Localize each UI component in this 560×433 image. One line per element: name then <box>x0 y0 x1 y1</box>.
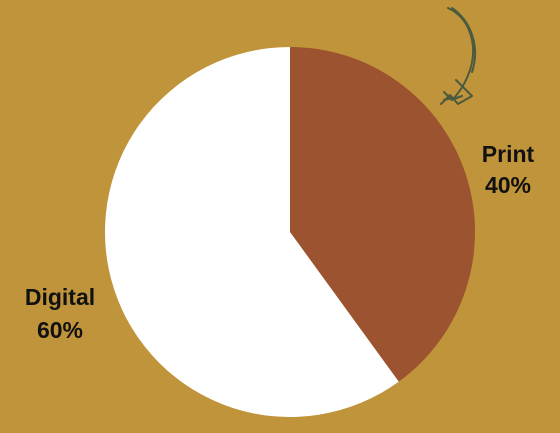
pie-slices <box>105 47 476 417</box>
slice-value-digital: 60% <box>37 317 83 343</box>
pie-slice-digital <box>105 47 399 417</box>
slice-label-print: Print <box>482 141 535 167</box>
slice-value-print: 40% <box>485 172 531 198</box>
slice-label-digital: Digital <box>25 284 95 310</box>
slice-labels: Print 40% Digital 60% <box>25 141 535 343</box>
pie-slice-print <box>290 47 476 382</box>
hand-drawn-curved-arrow-icon <box>440 7 477 105</box>
